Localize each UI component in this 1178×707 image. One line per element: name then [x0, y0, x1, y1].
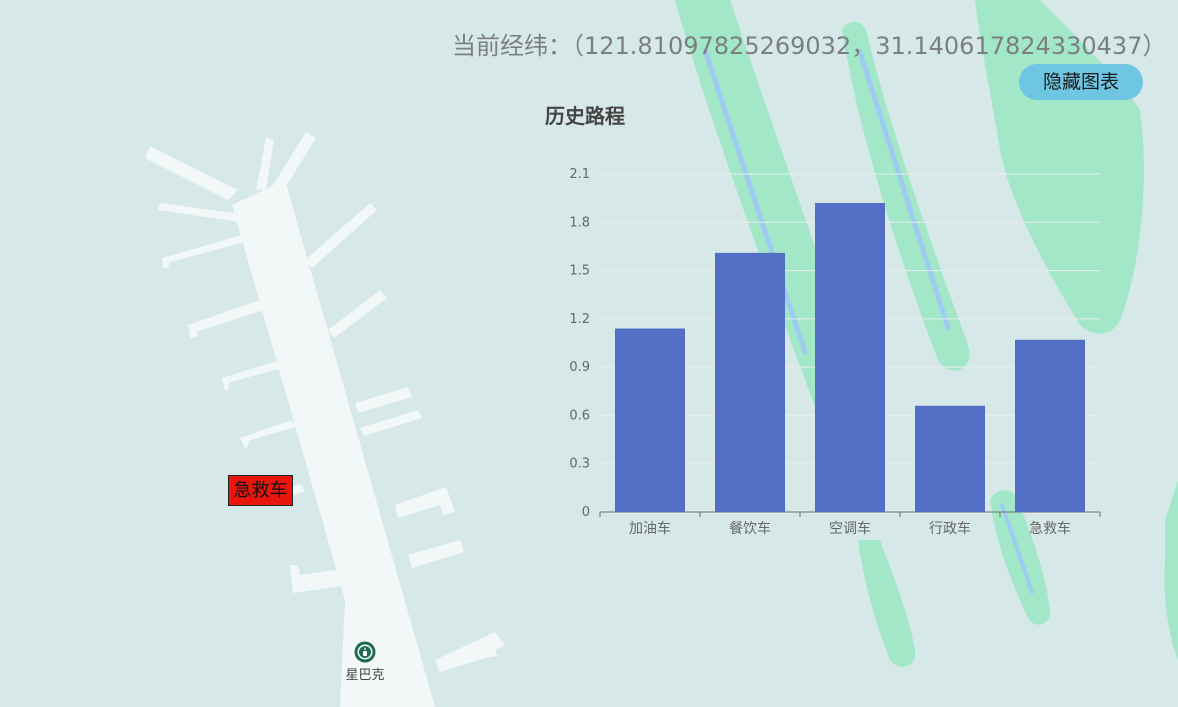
poi-label: 星巴克	[345, 668, 385, 683]
green-area	[858, 540, 916, 667]
coordinate-value: （121.81097825269032，31.140617824330437）	[572, 32, 1167, 60]
bar[interactable]	[1015, 339, 1085, 512]
terminal-structure	[145, 132, 505, 707]
route-line	[1000, 503, 1034, 594]
bar[interactable]	[615, 328, 685, 512]
poi-starbucks[interactable]: 星巴克	[340, 641, 390, 683]
coordinate-readout: 当前经纬：（121.81097825269032，31.140617824330…	[452, 26, 1166, 61]
vehicle-marker[interactable]: 急救车	[228, 475, 293, 506]
coordinate-label: 当前经纬：	[452, 32, 572, 60]
bar[interactable]	[915, 405, 985, 512]
bar[interactable]	[715, 252, 785, 512]
route-line	[857, 49, 951, 331]
route-line	[702, 47, 808, 355]
hide-chart-button[interactable]: 隐藏图表	[1019, 64, 1143, 100]
green-area	[1164, 480, 1178, 660]
starbucks-icon	[354, 641, 376, 663]
bar[interactable]	[815, 202, 885, 512]
